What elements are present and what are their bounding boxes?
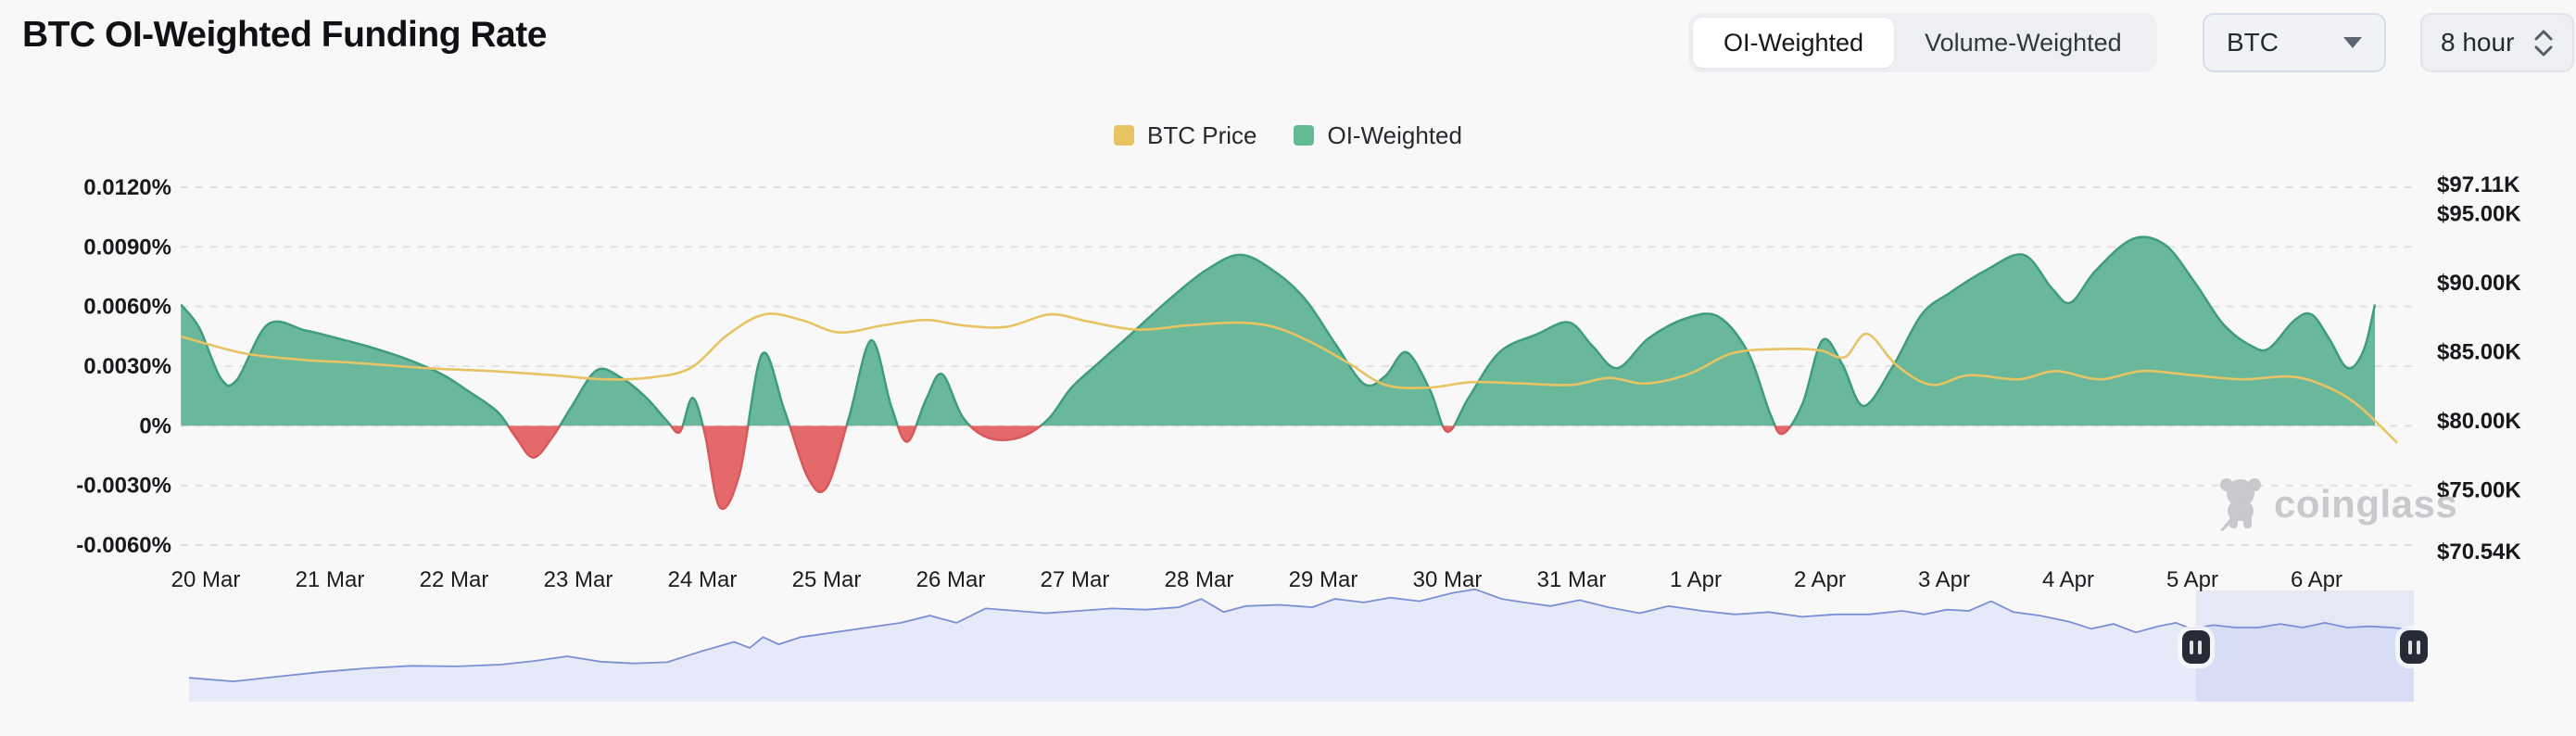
funding-area-positive [181,236,2375,426]
y-axis-right-label: $80.00K [2437,409,2521,434]
y-axis-left-label: 0.0060% [83,295,171,320]
x-axis-label: 2 Apr [1794,567,1846,592]
legend-label: BTC Price [1147,121,1257,149]
handle-grip-icon [2407,640,2412,654]
y-axis-left-label: 0.0120% [83,175,171,200]
legend-item-oi-weighted[interactable]: OI-Weighted [1294,121,1462,150]
btc-price-line [181,312,2399,444]
symbol-select-value: BTC [2227,28,2279,57]
interval-select[interactable]: 8 hour [2420,13,2574,72]
x-axis-label: 6 Apr [2291,567,2342,592]
y-axis-right-label: $97.11K [2437,172,2520,197]
y-axis-left-label: -0.0060% [76,533,171,558]
x-axis-label: 1 Apr [1670,567,1722,592]
handle-grip-icon [2198,640,2203,654]
y-axis-right-label: $95.00K [2437,201,2521,226]
navigator-selection[interactable] [2195,590,2414,702]
x-axis-label: 28 Mar [1165,567,1234,592]
up-down-chevrons-icon [2533,30,2554,57]
y-axis-right-label: $85.00K [2437,339,2521,364]
x-axis-label: 27 Mar [1041,567,1110,592]
interval-select-value: 8 hour [2441,28,2515,57]
navigator-right-handle[interactable] [2400,630,2428,664]
y-axis-right-label: $75.00K [2437,477,2521,502]
funding-area-negative [508,425,1791,509]
funding-line-positive [181,235,2377,426]
toggle-oi-weighted[interactable]: OI-Weighted [1693,18,1895,68]
y-axis-right-label: $70.54K [2437,539,2521,565]
y-axis-left-label: 0.0030% [83,354,171,379]
page-title: BTC OI-Weighted Funding Rate [22,15,547,55]
legend-item-btc-price[interactable]: BTC Price [1114,121,1256,150]
x-axis-label: 29 Mar [1289,567,1358,592]
x-axis-label: 3 Apr [1918,567,1970,592]
chart-legend: BTC Price OI-Weighted [0,121,2576,150]
x-axis-label: 30 Mar [1413,567,1483,592]
symbol-select[interactable]: BTC [2203,13,2386,72]
handle-grip-icon [2190,640,2194,654]
y-axis-left-label: 0.0090% [83,235,171,260]
handle-grip-icon [2416,640,2420,654]
x-axis-label: 26 Mar [916,567,986,592]
y-axis-left-label: -0.0030% [76,474,171,499]
x-axis-label: 25 Mar [792,567,862,592]
btc-price-swatch-icon [1114,125,1135,146]
x-axis-label: 4 Apr [2042,567,2094,592]
x-axis-label: 23 Mar [544,567,613,592]
x-axis-label: 24 Mar [668,567,738,592]
y-axis-left-label: 0% [139,413,171,438]
chevron-down-icon [2343,37,2362,48]
x-axis-label: 20 Mar [171,567,241,592]
weighting-toggle: OI-Weighted Volume-Weighted [1688,13,2157,72]
oi-weighted-swatch-icon [1294,125,1315,146]
toggle-volume-weighted[interactable]: Volume-Weighted [1925,28,2122,57]
x-axis-label: 5 Apr [2166,567,2218,592]
legend-label: OI-Weighted [1327,121,1462,149]
x-axis-label: 31 Mar [1537,567,1607,592]
x-axis-label: 22 Mar [420,567,489,592]
y-axis-right-label: $90.00K [2437,271,2521,296]
navigator-left-handle[interactable] [2181,630,2210,664]
navigator-line [188,588,2415,683]
navigator-area [189,589,2414,702]
x-axis-label: 21 Mar [296,567,365,592]
